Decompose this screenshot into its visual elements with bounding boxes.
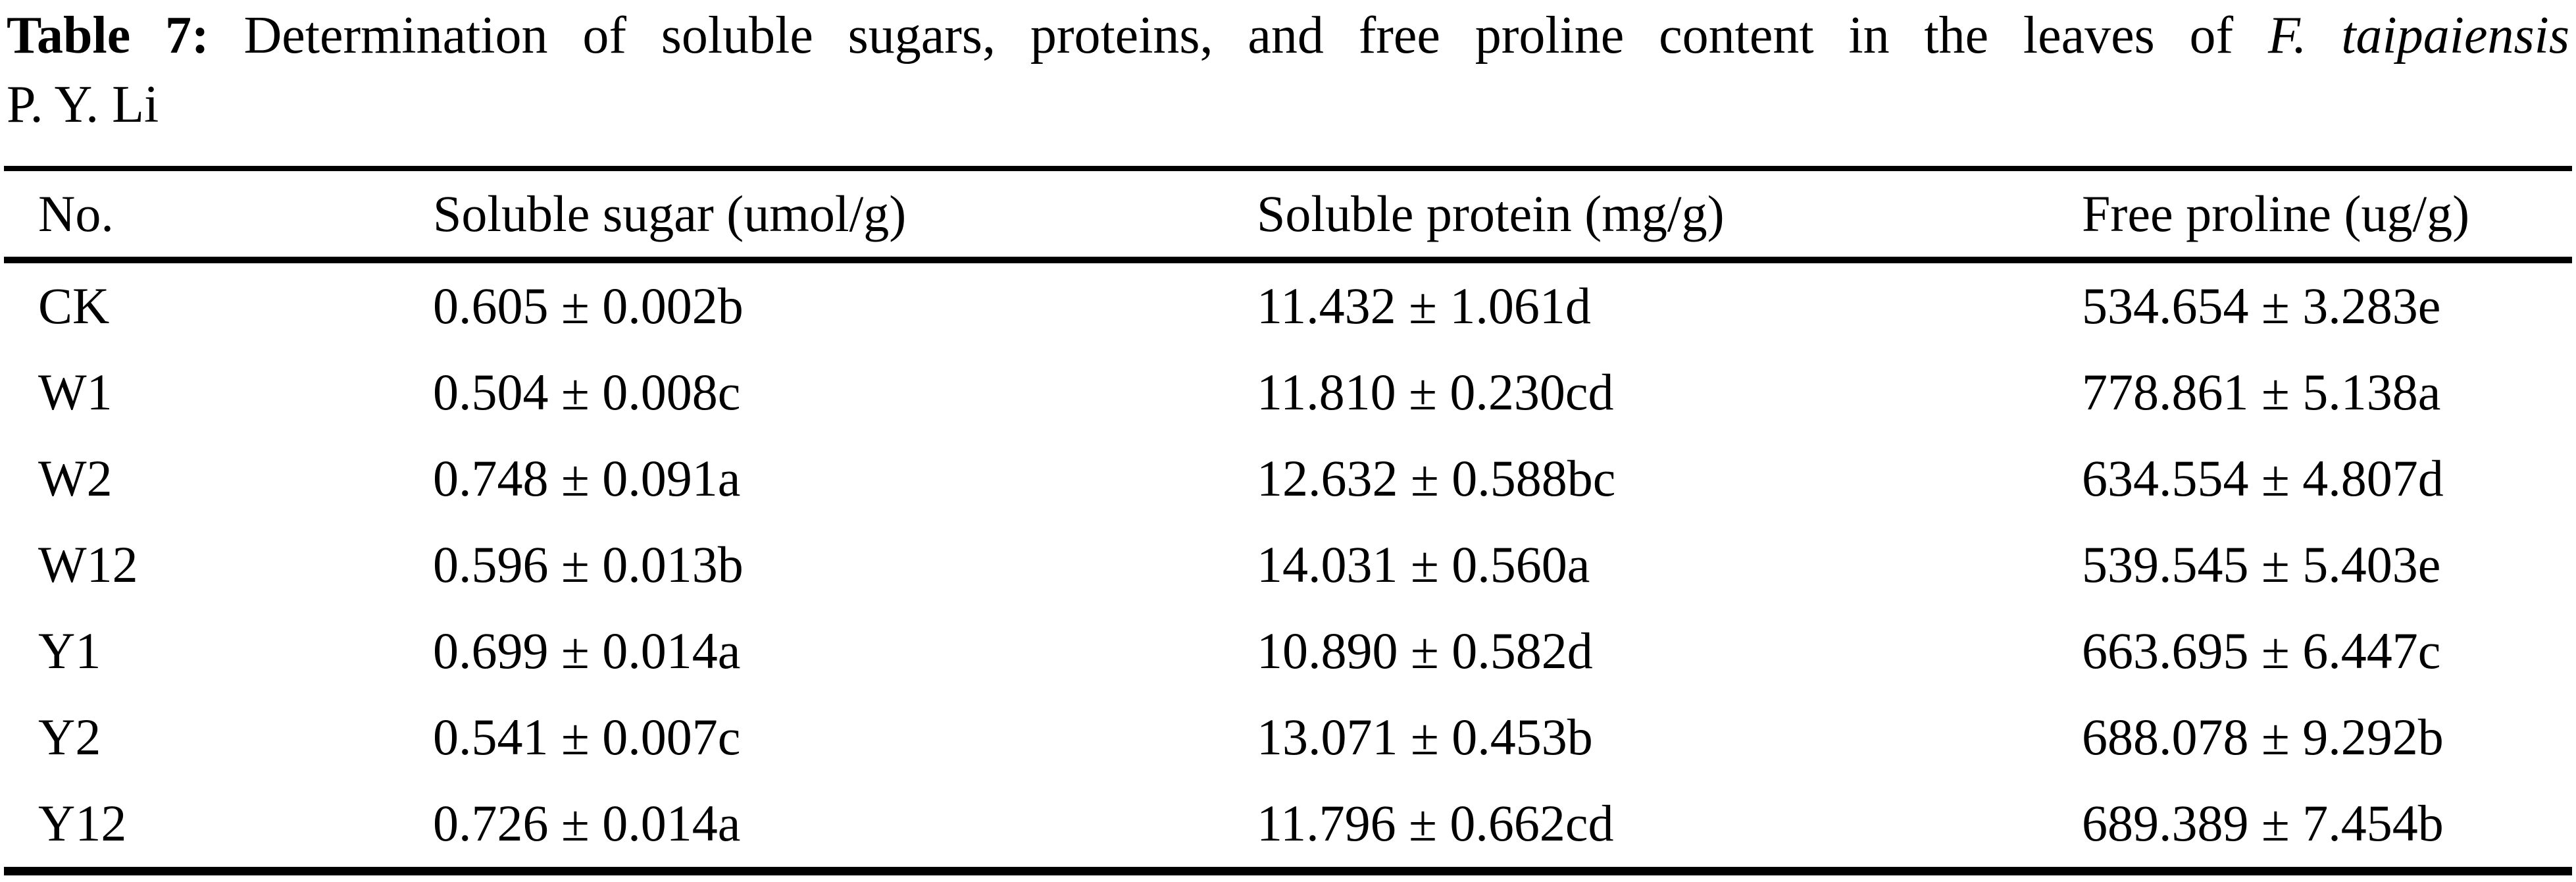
cell-proline: 688.078 ± 9.292b	[2082, 708, 2444, 766]
table-caption: Table 7: Determination of soluble sugars…	[7, 1, 2569, 140]
table-row: W2 0.748 ± 0.091a 12.632 ± 0.588bc 634.5…	[4, 436, 2572, 522]
cell-no: CK	[38, 277, 110, 335]
cell-proline: 634.554 ± 4.807d	[2082, 450, 2444, 507]
caption-text: Determination of soluble sugars, protein…	[209, 7, 2268, 65]
caption-suffix: P. Y. Li	[7, 75, 159, 134]
cell-proline: 534.654 ± 3.283e	[2082, 277, 2441, 335]
cell-sugar: 0.541 ± 0.007c	[433, 708, 741, 766]
cell-sugar: 0.596 ± 0.013b	[433, 536, 744, 594]
caption-line-2: P. Y. Li	[7, 70, 2569, 140]
caption-line-1: Table 7: Determination of soluble sugars…	[7, 1, 2569, 70]
table-row: Y1 0.699 ± 0.014a 10.890 ± 0.582d 663.69…	[4, 608, 2572, 694]
column-header-no: No.	[4, 168, 433, 263]
cell-proline: 663.695 ± 6.447c	[2082, 622, 2441, 680]
cell-no: Y1	[38, 622, 101, 680]
table-row: Y2 0.541 ± 0.007c 13.071 ± 0.453b 688.07…	[4, 694, 2572, 781]
cell-protein: 11.810 ± 0.230cd	[1257, 363, 1614, 421]
header-row: No. Soluble sugar (umol/g) Soluble prote…	[4, 168, 2572, 263]
cell-sugar: 0.748 ± 0.091a	[433, 450, 741, 507]
cell-protein: 13.071 ± 0.453b	[1257, 708, 1593, 766]
column-header-soluble-protein: Soluble protein (mg/g)	[1257, 168, 2082, 263]
table-header: No. Soluble sugar (umol/g) Soluble prote…	[4, 168, 2572, 263]
cell-protein: 11.432 ± 1.061d	[1257, 277, 1591, 335]
cell-no: W2	[38, 450, 113, 507]
cell-protein: 10.890 ± 0.582d	[1257, 622, 1593, 680]
table-body: CK 0.605 ± 0.002b 11.432 ± 1.061d 534.65…	[4, 260, 2572, 871]
table-row: W12 0.596 ± 0.013b 14.031 ± 0.560a 539.5…	[4, 522, 2572, 608]
table-row: CK 0.605 ± 0.002b 11.432 ± 1.061d 534.65…	[4, 260, 2572, 350]
data-table: No. Soluble sugar (umol/g) Soluble prote…	[4, 165, 2572, 875]
cell-protein: 14.031 ± 0.560a	[1257, 536, 1590, 594]
cell-sugar: 0.726 ± 0.014a	[433, 794, 741, 852]
cell-proline: 539.545 ± 5.403e	[2082, 536, 2441, 594]
cell-proline: 689.389 ± 7.454b	[2082, 794, 2444, 852]
caption-label: Table 7:	[7, 7, 209, 65]
cell-no: Y12	[38, 794, 127, 852]
cell-sugar: 0.699 ± 0.014a	[433, 622, 741, 680]
cell-protein: 12.632 ± 0.588bc	[1257, 450, 1616, 507]
cell-sugar: 0.504 ± 0.008c	[433, 363, 741, 421]
column-header-free-proline: Free proline (ug/g)	[2082, 168, 2572, 263]
cell-no: W1	[38, 363, 113, 421]
cell-no: Y2	[38, 708, 101, 766]
cell-protein: 11.796 ± 0.662cd	[1257, 794, 1614, 852]
table-row: Y12 0.726 ± 0.014a 11.796 ± 0.662cd 689.…	[4, 781, 2572, 871]
table-row: W1 0.504 ± 0.008c 11.810 ± 0.230cd 778.8…	[4, 350, 2572, 436]
caption-species-name: F. taipaiensis	[2267, 7, 2570, 65]
cell-no: W12	[38, 536, 138, 594]
column-header-soluble-sugar: Soluble sugar (umol/g)	[433, 168, 1257, 263]
cell-proline: 778.861 ± 5.138a	[2082, 363, 2441, 421]
cell-sugar: 0.605 ± 0.002b	[433, 277, 744, 335]
